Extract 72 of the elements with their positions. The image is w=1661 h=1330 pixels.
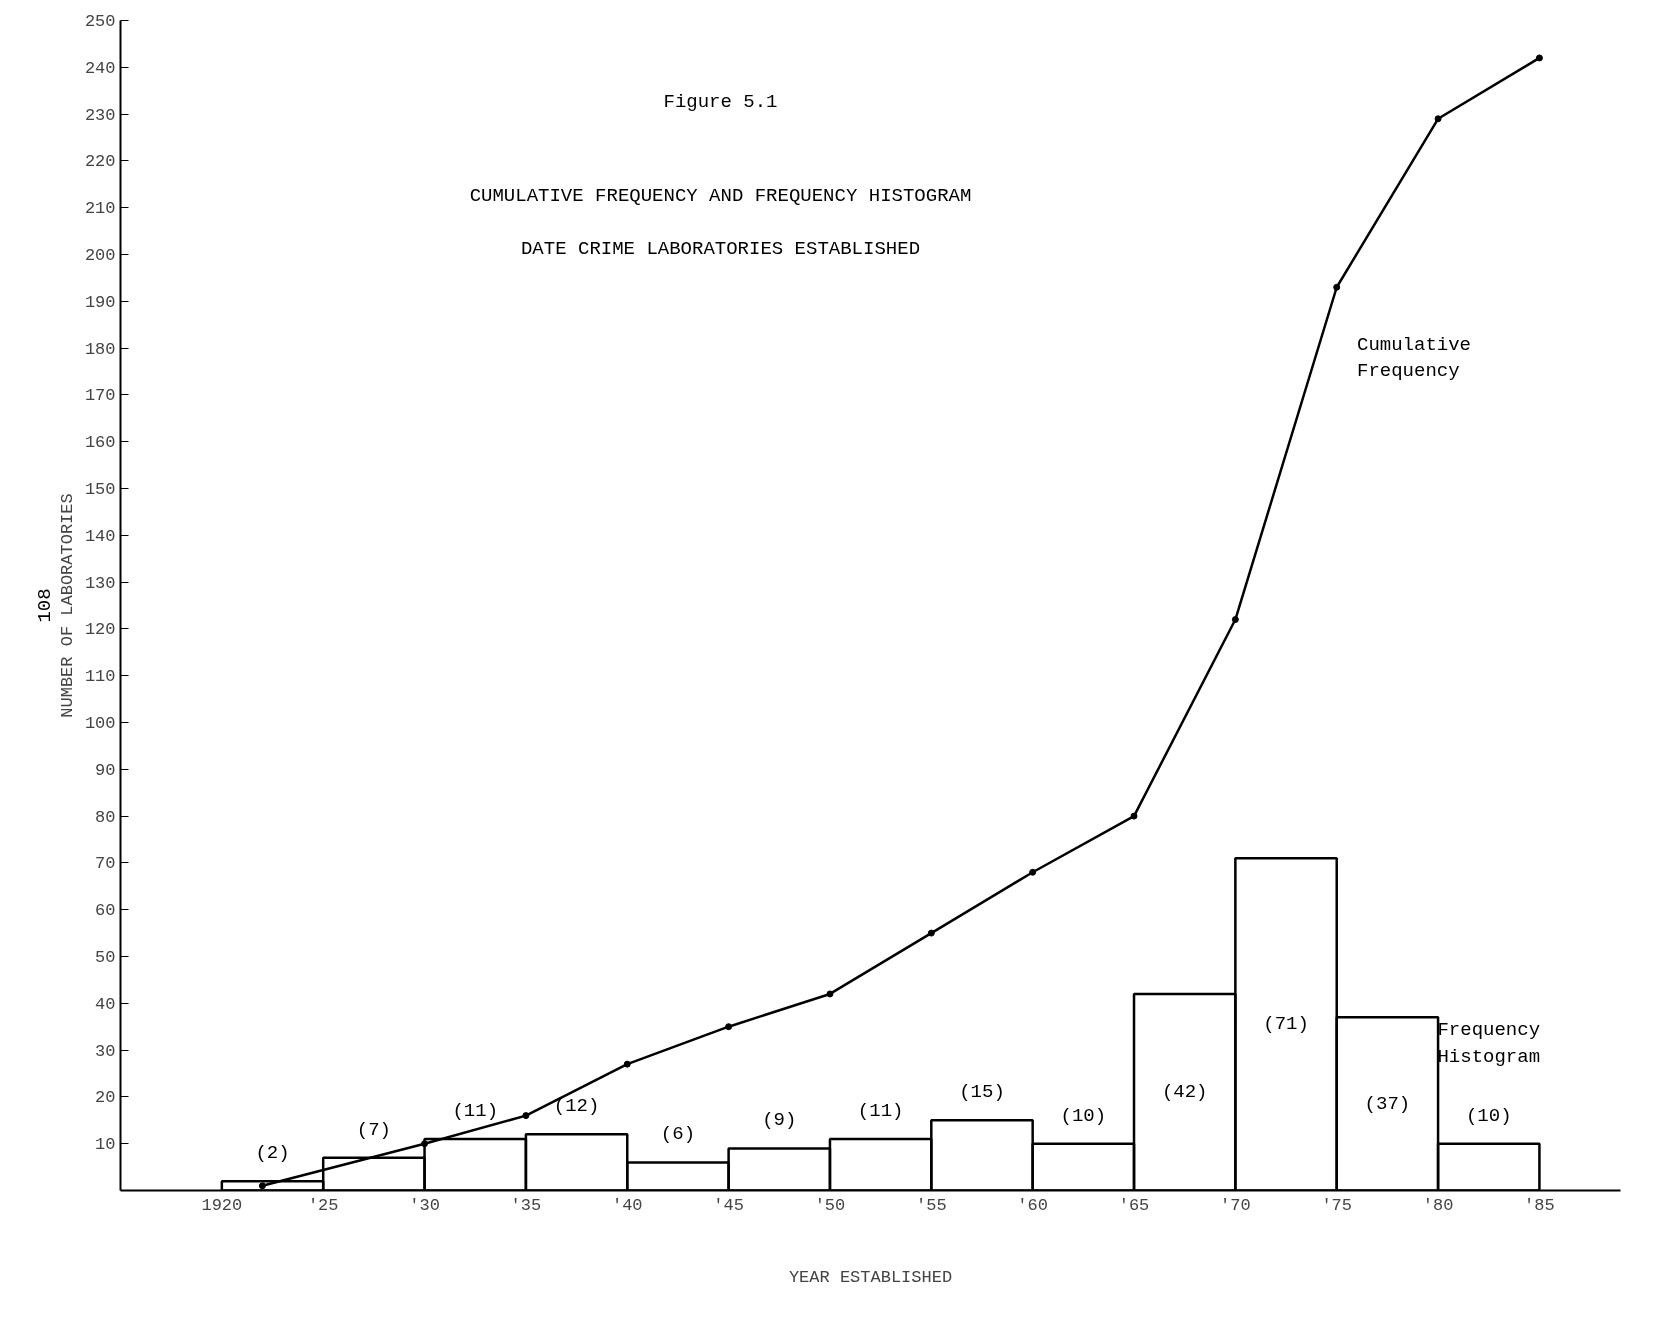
x-tick-label: '65	[1118, 1195, 1150, 1215]
y-tick-label: 130	[84, 573, 116, 593]
data-label: (6)	[660, 1123, 696, 1146]
data-label: (15)	[959, 1081, 1005, 1104]
y-tick-label: 180	[84, 339, 116, 359]
x-tick-label: '55	[916, 1195, 947, 1215]
x-tick-label: '85	[1524, 1195, 1555, 1215]
text: CUMULATIVE FREQUENCY AND FREQUENCY HISTOGRAM DATE CRIME LABORATORIES ESTABLISHED	[469, 185, 972, 260]
x-tick-label: '50	[814, 1195, 846, 1215]
y-tick-label: 190	[84, 292, 116, 312]
point	[1029, 868, 1037, 876]
data-label: (2)	[255, 1142, 290, 1165]
y-tick-label: 80	[95, 807, 116, 827]
x-tick-label: '60	[1017, 1195, 1048, 1215]
y-tick-label: 120	[84, 620, 116, 640]
x-tick-label: '35	[510, 1195, 542, 1215]
y-tick-label: 170	[84, 386, 116, 406]
data-label: (37)	[1364, 1092, 1411, 1115]
point	[725, 1023, 733, 1031]
data-label: (11)	[452, 1099, 499, 1122]
data-label: (9)	[762, 1109, 797, 1132]
data-label: (7)	[356, 1118, 391, 1141]
y-tick-label: 140	[84, 526, 116, 546]
data-label: (42)	[1161, 1081, 1208, 1104]
x-tick-label: '25	[307, 1195, 339, 1215]
x-tick-label: '75	[1321, 1195, 1353, 1215]
y-axis-title: NUMBER OF LABORATORIES	[57, 493, 77, 718]
y-tick-label: 40	[95, 994, 116, 1014]
point	[1130, 812, 1138, 820]
y-tick-label: 10	[95, 1135, 116, 1155]
y-tick-label: 200	[84, 246, 116, 265]
x-tick-label: '40	[611, 1195, 643, 1215]
y-tick-label: 160	[84, 433, 116, 453]
y-tick-label: 230	[84, 105, 116, 125]
y-tick-label: 100	[84, 714, 116, 733]
point	[258, 1182, 266, 1190]
y-tick-label: 250	[84, 12, 116, 31]
x-tick-label: '45	[713, 1195, 744, 1215]
x-tick-label: '80	[1422, 1195, 1454, 1215]
x-tick-label: '30	[409, 1195, 440, 1215]
point	[623, 1060, 631, 1068]
point	[826, 990, 834, 998]
point	[522, 1112, 530, 1120]
data-label: (71)	[1263, 1013, 1309, 1036]
point	[1231, 616, 1239, 624]
data-label: (12)	[553, 1095, 600, 1118]
point	[927, 929, 935, 937]
y-tick-label: 20	[95, 1088, 116, 1108]
point	[1333, 283, 1341, 291]
y-tick-label: 110	[84, 667, 116, 687]
data-label: (10)	[1465, 1104, 1512, 1127]
series-label: Frequency Histogram	[1437, 1019, 1541, 1068]
text: 108	[33, 588, 56, 623]
point	[1434, 115, 1442, 123]
y-tick-label: 50	[95, 948, 116, 967]
y-tick-label: 220	[84, 152, 116, 172]
point	[1535, 54, 1543, 62]
y-tick-label: 90	[95, 760, 116, 780]
series-label: Cumulative Frequency	[1356, 334, 1472, 383]
y-tick-label: 210	[84, 199, 116, 219]
x-axis-title: YEAR ESTABLISHED	[788, 1267, 953, 1287]
y-tick-label: 30	[95, 1041, 116, 1061]
y-tick-label: 150	[84, 480, 116, 499]
x-tick-label: 1920	[201, 1195, 243, 1215]
data-label: (10)	[1060, 1104, 1107, 1127]
point	[421, 1140, 429, 1148]
x-tick-label: '70	[1220, 1195, 1251, 1215]
y-tick-label: 70	[95, 854, 116, 874]
y-tick-label: 60	[95, 901, 116, 921]
text: Figure 5.1	[663, 91, 778, 114]
y-tick-label: 240	[84, 58, 116, 78]
data-label: (11)	[857, 1099, 904, 1122]
